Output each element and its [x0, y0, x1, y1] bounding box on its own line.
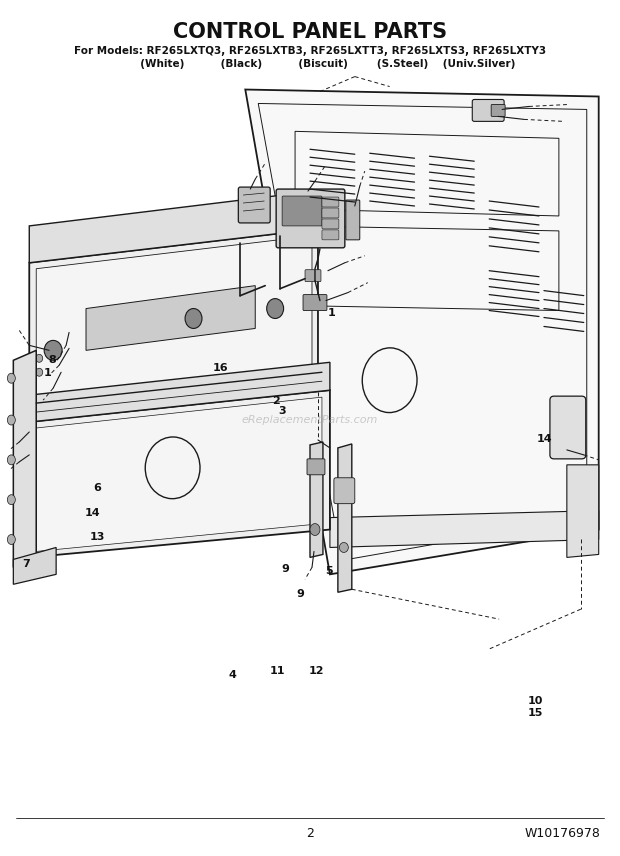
- FancyBboxPatch shape: [472, 99, 504, 122]
- FancyBboxPatch shape: [550, 396, 586, 459]
- FancyBboxPatch shape: [334, 478, 355, 503]
- Text: (White)          (Black)          (Biscuit)        (S.Steel)    (Univ.Silver): (White) (Black) (Biscuit) (S.Steel) (Uni…: [104, 59, 516, 68]
- Text: 16: 16: [213, 363, 228, 373]
- Text: 6: 6: [93, 483, 101, 493]
- FancyBboxPatch shape: [305, 270, 321, 282]
- Text: 10: 10: [528, 696, 543, 705]
- FancyBboxPatch shape: [346, 200, 360, 240]
- FancyBboxPatch shape: [322, 208, 339, 218]
- Polygon shape: [29, 191, 318, 263]
- FancyBboxPatch shape: [303, 294, 327, 311]
- Text: 2: 2: [272, 395, 280, 406]
- Polygon shape: [86, 286, 255, 350]
- Text: 12: 12: [308, 666, 324, 676]
- Polygon shape: [330, 511, 599, 548]
- Ellipse shape: [44, 341, 62, 360]
- Text: 5: 5: [325, 566, 332, 576]
- Polygon shape: [338, 444, 352, 592]
- Polygon shape: [36, 397, 322, 551]
- FancyBboxPatch shape: [276, 189, 345, 247]
- FancyBboxPatch shape: [322, 197, 339, 207]
- Text: W10176978: W10176978: [525, 827, 601, 840]
- FancyBboxPatch shape: [322, 219, 339, 229]
- FancyBboxPatch shape: [322, 230, 339, 240]
- Polygon shape: [567, 465, 599, 557]
- Text: eReplacementParts.com: eReplacementParts.com: [242, 415, 378, 425]
- Text: For Models: RF265LXTQ3, RF265LXTB3, RF265LXTT3, RF265LXTS3, RF265LXTY3: For Models: RF265LXTQ3, RF265LXTB3, RF26…: [74, 45, 546, 56]
- Polygon shape: [14, 548, 56, 585]
- Text: 1: 1: [328, 308, 335, 318]
- Text: 11: 11: [270, 666, 286, 676]
- Polygon shape: [29, 390, 330, 557]
- Ellipse shape: [267, 299, 283, 318]
- Text: 9: 9: [281, 563, 290, 574]
- Text: CONTROL PANEL PARTS: CONTROL PANEL PARTS: [173, 21, 447, 42]
- Polygon shape: [246, 90, 599, 574]
- Ellipse shape: [7, 373, 16, 383]
- Text: 14: 14: [85, 508, 100, 518]
- Ellipse shape: [7, 415, 16, 425]
- Text: 9: 9: [297, 589, 304, 599]
- FancyBboxPatch shape: [491, 104, 505, 116]
- Text: 3: 3: [278, 406, 286, 416]
- Text: 1: 1: [44, 367, 51, 377]
- Text: 14: 14: [537, 434, 552, 444]
- Polygon shape: [29, 229, 318, 420]
- Ellipse shape: [36, 368, 43, 377]
- Text: 2: 2: [306, 827, 314, 840]
- Text: 4: 4: [229, 670, 237, 681]
- Polygon shape: [29, 362, 330, 422]
- Ellipse shape: [339, 543, 348, 552]
- Polygon shape: [14, 350, 36, 568]
- Polygon shape: [310, 442, 323, 557]
- Text: 15: 15: [528, 709, 543, 718]
- Text: 13: 13: [89, 532, 105, 542]
- FancyBboxPatch shape: [307, 459, 325, 475]
- Ellipse shape: [310, 524, 320, 536]
- Ellipse shape: [36, 354, 43, 362]
- Ellipse shape: [7, 455, 16, 465]
- Ellipse shape: [7, 495, 16, 505]
- Ellipse shape: [185, 308, 202, 329]
- FancyBboxPatch shape: [282, 196, 322, 226]
- Text: 7: 7: [22, 559, 30, 569]
- FancyBboxPatch shape: [238, 187, 270, 223]
- Ellipse shape: [7, 534, 16, 544]
- Text: 8: 8: [48, 355, 56, 365]
- Polygon shape: [36, 236, 312, 415]
